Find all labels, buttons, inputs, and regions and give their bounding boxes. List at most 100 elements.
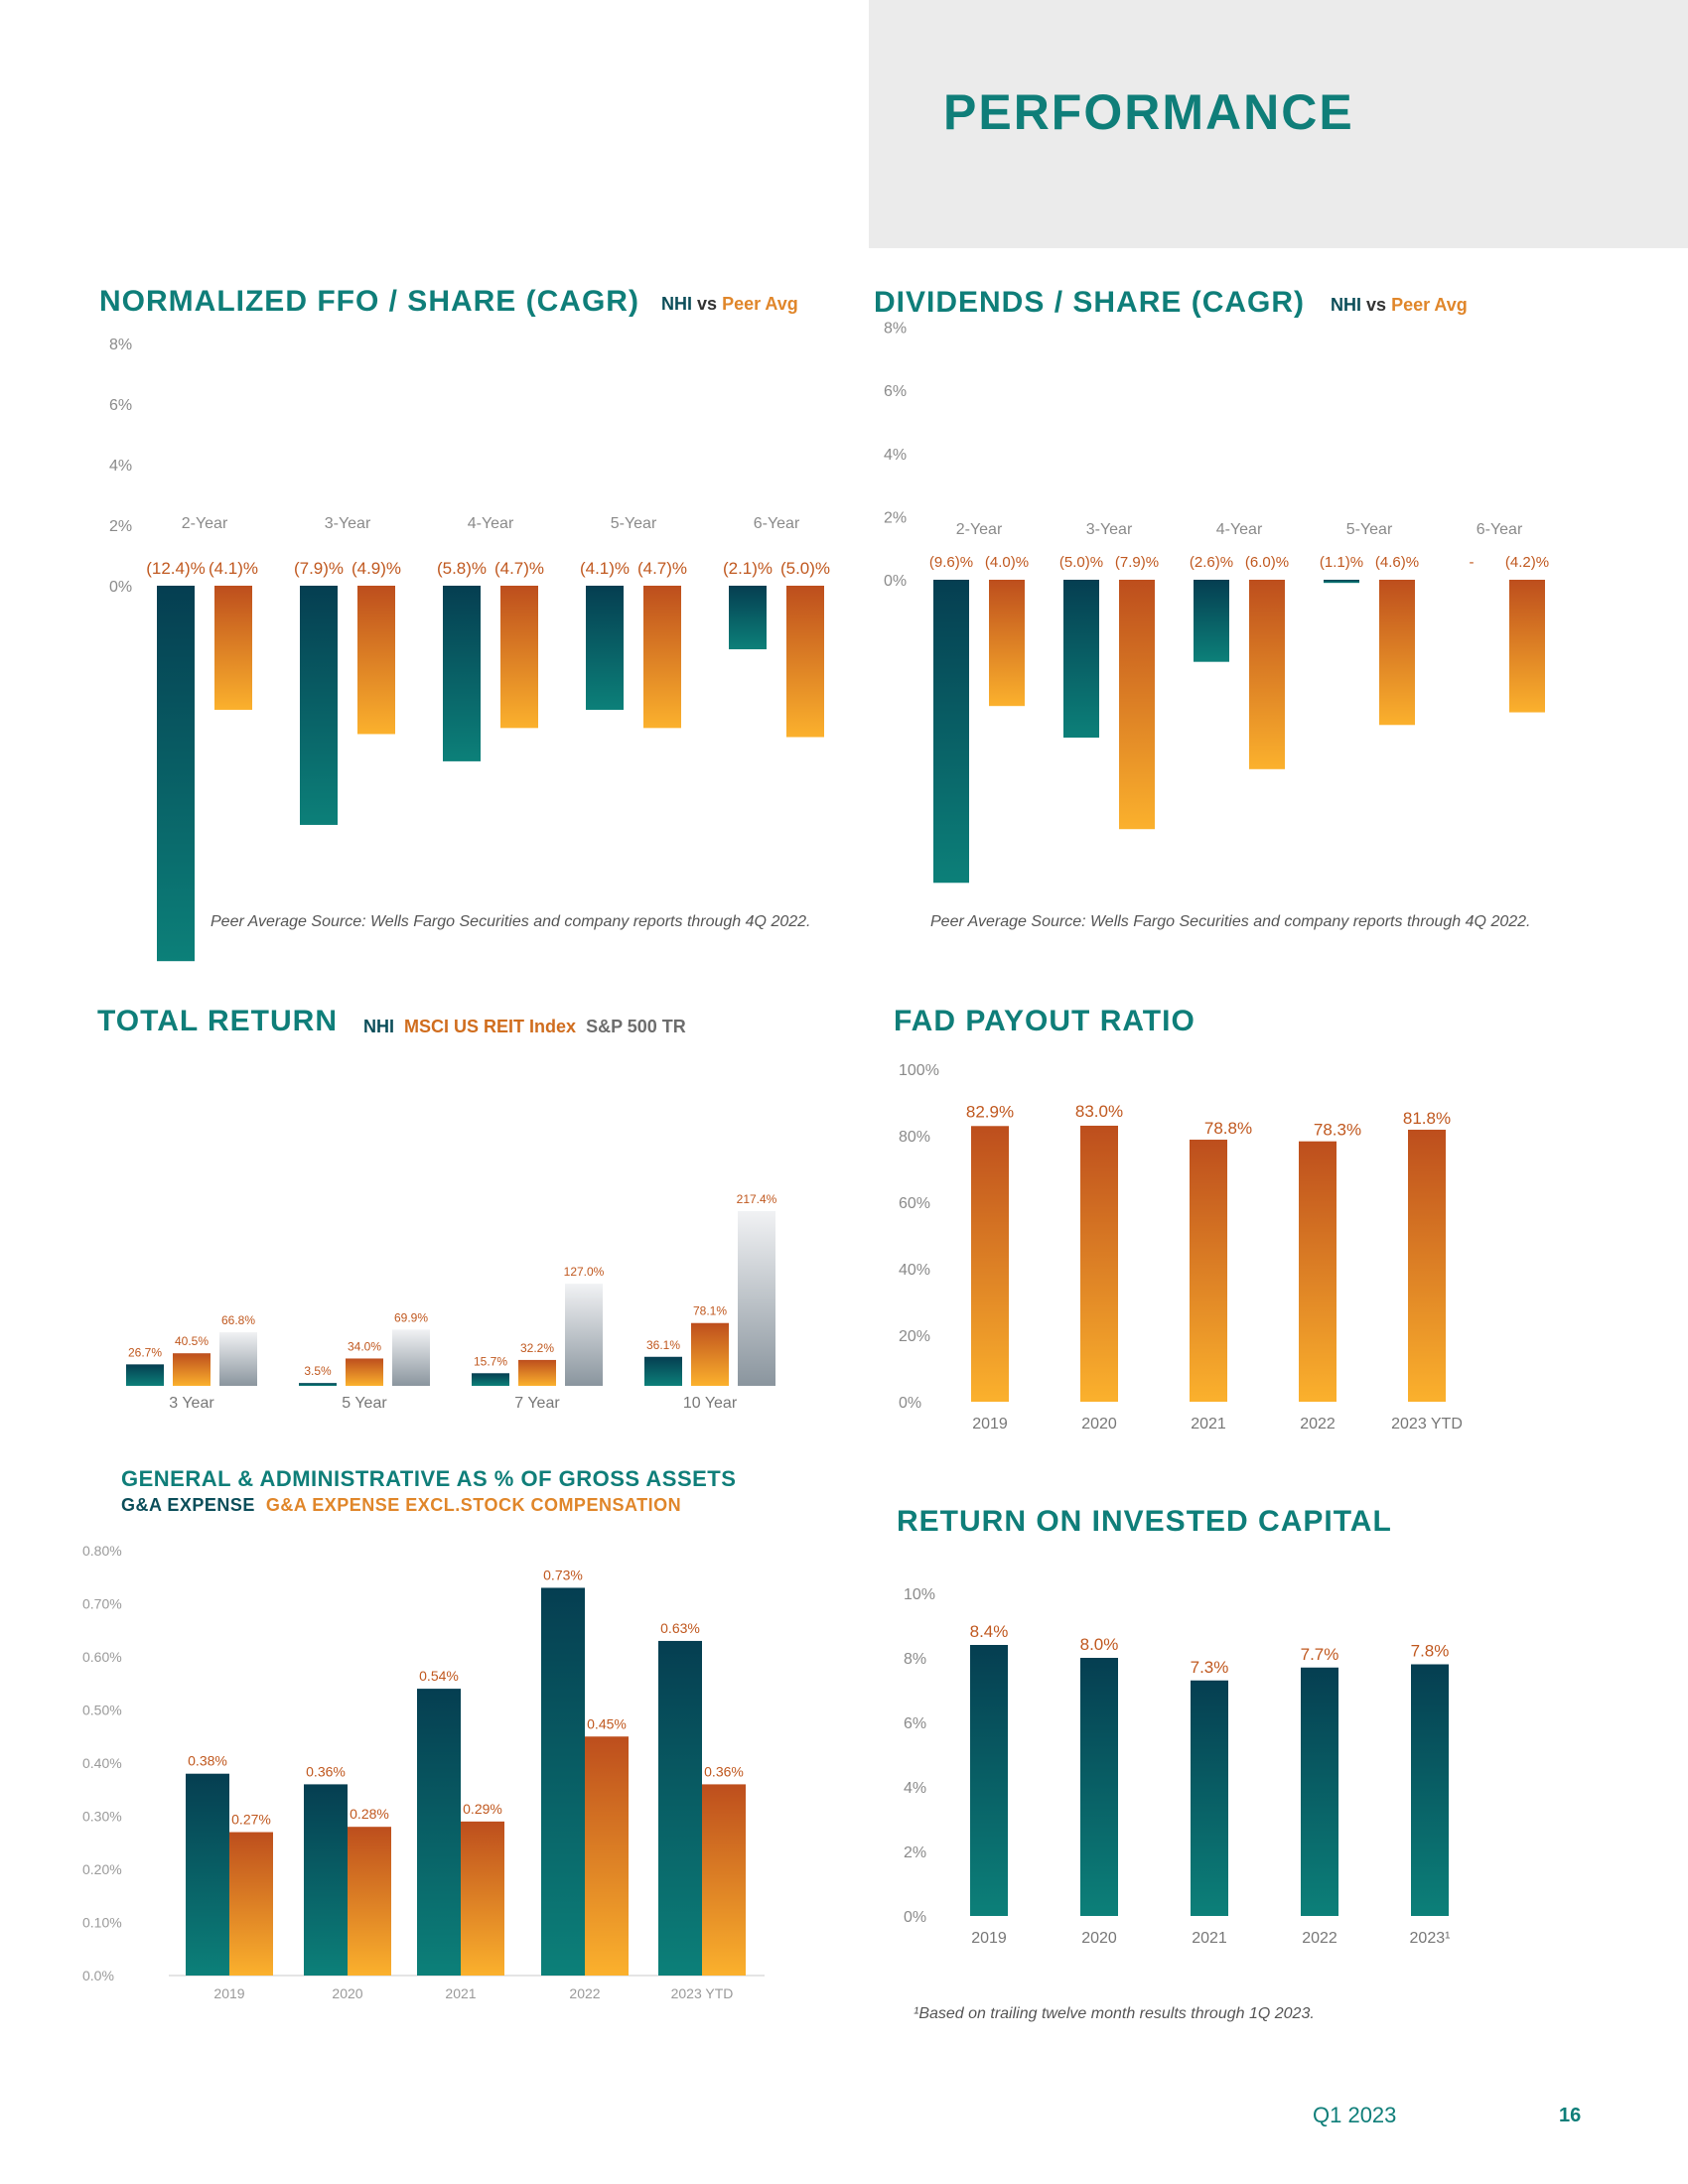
data-label: 0.38%	[188, 1753, 227, 1769]
data-label: 32.2%	[520, 1341, 554, 1355]
div-legend: NHI vs Peer Avg	[1331, 295, 1468, 316]
data-label: 26.7%	[128, 1345, 162, 1359]
data-label: (12.4)%	[146, 559, 206, 578]
div-chart: 0% 2% 4% 6% 8% 2-Year (9.6)% (4.0)% 3-Year (5.0)%…	[884, 321, 1549, 884]
data-label: 81.8%	[1403, 1109, 1451, 1128]
msci-bar	[346, 1358, 383, 1386]
category-label: 2022	[1300, 1416, 1336, 1433]
data-label: 82.9%	[966, 1102, 1014, 1121]
category-label: 10 Year	[683, 1395, 738, 1412]
category-label: 2023¹	[1410, 1930, 1451, 1947]
bar	[1080, 1658, 1118, 1916]
data-label: 69.9%	[394, 1310, 428, 1324]
data-label: 0.28%	[350, 1806, 389, 1822]
nhi-bar	[472, 1373, 509, 1386]
y-tick-label: 0.80%	[82, 1543, 122, 1559]
category-label: 2020	[1081, 1416, 1117, 1433]
data-label: 8.4%	[970, 1622, 1009, 1641]
y-tick-label: 0%	[884, 573, 907, 590]
data-label: 7.8%	[1411, 1642, 1450, 1661]
data-label: 0.54%	[419, 1668, 459, 1684]
y-tick-label: 60%	[899, 1195, 930, 1212]
ga-excl-bar	[229, 1832, 273, 1976]
ga-legend-1: G&A EXPENSE	[121, 1495, 255, 1515]
peer-bar	[1379, 580, 1415, 726]
nhi-bar	[1194, 580, 1229, 662]
y-tick-label: 0%	[904, 1909, 926, 1926]
ga-bar	[417, 1689, 461, 1976]
category-label: 7 Year	[514, 1395, 560, 1412]
bar	[1301, 1667, 1338, 1916]
data-label: 0.73%	[543, 1567, 583, 1582]
div-legend-nhi: NHI	[1331, 295, 1361, 315]
nhi-bar	[1324, 580, 1359, 584]
ga-bar	[304, 1784, 348, 1976]
category-label: 4-Year	[468, 515, 514, 532]
data-label: 36.1%	[646, 1338, 680, 1352]
nhi-bar	[1063, 580, 1099, 738]
ga-excl-bar	[348, 1827, 391, 1976]
tr-chart: 3 Year 26.7% 40.5% 66.8% 5 Year 3.5% 34.0% 69.9…	[126, 1192, 777, 1412]
y-tick-label: 0.70%	[82, 1596, 122, 1612]
ffo-chart: 0%2%4%6%8%2-Year(12.4)% (4.1)%3-Year(7.9)…	[109, 337, 830, 962]
category-label: 6-Year	[1477, 521, 1523, 538]
category-label: 2022	[569, 1985, 600, 2001]
y-tick-label: 6%	[904, 1715, 926, 1732]
y-tick-label: 4%	[884, 447, 907, 464]
data-label: (5.8)%	[437, 559, 487, 578]
y-tick-label: 0%	[899, 1395, 921, 1412]
data-label: 0.45%	[587, 1715, 627, 1731]
nhi-bar	[157, 586, 195, 962]
ffo-legend: NHI vs Peer Avg	[661, 294, 798, 315]
data-label: (4.6)%	[1375, 554, 1419, 571]
sp-bar	[219, 1331, 257, 1386]
bar	[1080, 1125, 1118, 1402]
roic-footnote: ¹Based on trailing twelve month results …	[914, 2005, 1315, 2022]
category-label: 6-Year	[754, 515, 800, 532]
y-tick-label: 4%	[109, 458, 132, 475]
page-title: PERFORMANCE	[943, 84, 1354, 140]
y-tick-label: 8%	[109, 337, 132, 353]
bar	[970, 1645, 1008, 1916]
footer-page-number: 16	[1559, 2105, 1582, 2126]
data-label: 217.4%	[737, 1192, 777, 1206]
peer-bar	[786, 586, 824, 738]
y-tick-label: 10%	[904, 1586, 935, 1603]
nhi-bar	[933, 580, 969, 884]
peer-bar	[989, 580, 1025, 707]
nhi-bar	[443, 586, 481, 761]
y-tick-label: 0.50%	[82, 1703, 122, 1718]
category-label: 2023 YTD	[671, 1985, 734, 2001]
y-tick-label: 2%	[904, 1844, 926, 1861]
category-label: 2019	[972, 1416, 1008, 1433]
y-tick-label: 8%	[884, 321, 907, 338]
data-label: (4.0)%	[985, 554, 1029, 571]
y-tick-label: 4%	[904, 1780, 926, 1797]
ga-bar	[541, 1587, 585, 1976]
bar	[1408, 1129, 1446, 1402]
category-label: 2019	[971, 1930, 1007, 1947]
nhi-bar	[729, 586, 767, 650]
data-label: (2.6)%	[1190, 554, 1233, 571]
bar	[971, 1126, 1009, 1402]
nhi-bar	[644, 1356, 682, 1386]
peer-bar	[1119, 580, 1155, 830]
y-tick-label: 20%	[899, 1328, 930, 1345]
data-label: (5.0)%	[1059, 554, 1103, 571]
sp-bar	[738, 1210, 775, 1386]
data-label: (4.7)%	[637, 559, 687, 578]
roic-title: RETURN ON INVESTED CAPITAL	[897, 1505, 1392, 1538]
bar	[1191, 1680, 1228, 1916]
y-tick-label: 0.10%	[82, 1915, 122, 1931]
y-tick-label: 6%	[884, 383, 907, 400]
fad-title: FAD PAYOUT RATIO	[894, 1005, 1196, 1037]
peer-bar	[214, 586, 252, 711]
tr-legend: NHI MSCI US REIT Index S&P 500 TR	[363, 1017, 686, 1037]
data-label: (4.1)%	[209, 559, 258, 578]
ga-bar	[186, 1773, 229, 1976]
category-label: 2020	[332, 1985, 362, 2001]
bar	[1411, 1664, 1449, 1916]
bar	[1299, 1141, 1336, 1402]
data-label: 8.0%	[1080, 1635, 1119, 1654]
ffo-footnote: Peer Average Source: Wells Fargo Securit…	[211, 913, 811, 930]
